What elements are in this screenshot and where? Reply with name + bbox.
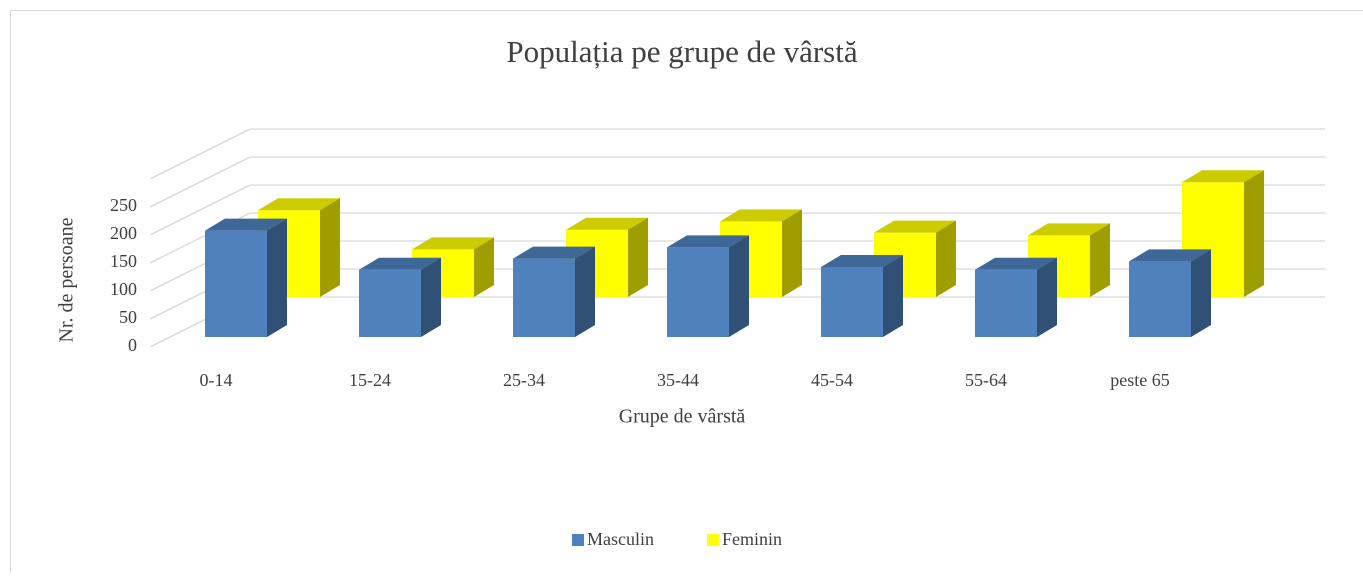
bar-side <box>575 247 595 337</box>
y-tick-label: 150 <box>110 251 137 271</box>
x-tick-label: 45-54 <box>811 370 853 390</box>
bar-front <box>667 247 729 337</box>
bar <box>205 219 287 337</box>
bar-front <box>359 270 421 337</box>
bar <box>975 258 1057 337</box>
legend-swatch <box>572 534 584 546</box>
legend-label: Feminin <box>722 529 782 549</box>
bar-side <box>267 219 287 337</box>
bar <box>513 247 595 337</box>
bar-front <box>1129 261 1191 337</box>
bar-side <box>936 221 956 297</box>
bar-side <box>320 198 340 297</box>
y-tick-label: 200 <box>110 223 137 243</box>
bar-front <box>975 270 1037 337</box>
bar-side <box>883 255 903 337</box>
bar-front <box>821 267 883 337</box>
bar <box>667 235 749 337</box>
bar-side <box>1037 258 1057 337</box>
bar-side <box>1244 170 1264 297</box>
bar <box>359 258 441 337</box>
y-axis-title: Nr. de persoane <box>56 217 78 342</box>
bar-side <box>1191 249 1211 337</box>
bar-front <box>513 259 575 337</box>
legend-label: Masculin <box>587 529 654 549</box>
legend-swatch <box>707 534 719 546</box>
x-tick-label: 25-34 <box>503 370 545 390</box>
bar-side <box>628 218 648 297</box>
bar-side <box>782 209 802 297</box>
bar-side <box>1090 223 1110 297</box>
grid-line <box>150 129 1325 179</box>
x-tick-label: 0-14 <box>200 370 233 390</box>
y-tick-label: 250 <box>110 195 137 215</box>
x-tick-label: peste 65 <box>1110 370 1169 390</box>
x-tick-label: 15-24 <box>349 370 391 390</box>
y-tick-label: 50 <box>119 307 137 327</box>
bar <box>821 255 903 337</box>
y-tick-label: 0 <box>128 335 137 355</box>
bar-front <box>205 231 267 337</box>
x-tick-label: 55-64 <box>965 370 1007 390</box>
x-tick-label: 35-44 <box>657 370 699 390</box>
bar-side <box>421 258 441 337</box>
x-axis-title: Grupe de vârstă <box>619 406 746 428</box>
bar-side <box>729 235 749 337</box>
chart-title: Populația pe grupe de vârstă <box>506 34 857 69</box>
y-tick-label: 100 <box>110 279 137 299</box>
bar <box>1129 249 1211 337</box>
